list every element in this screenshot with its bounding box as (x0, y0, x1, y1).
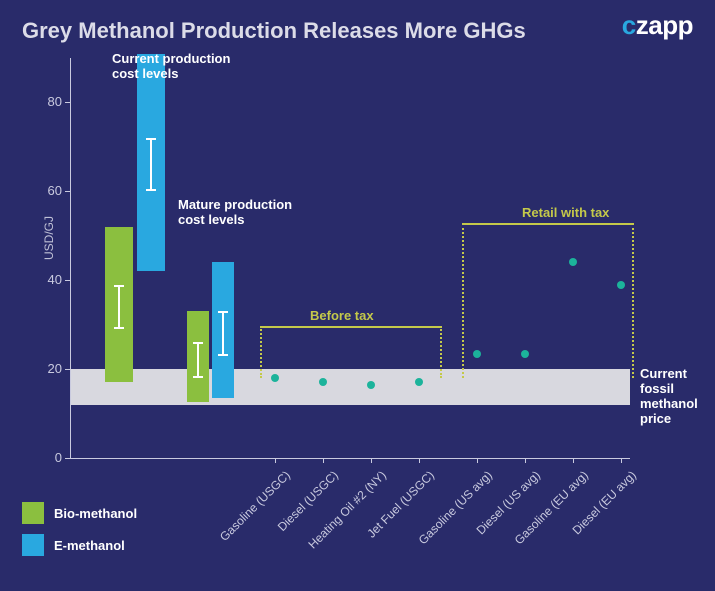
x-tick-mark (621, 458, 622, 463)
bracket-label: Retail with tax (522, 205, 609, 220)
x-axis-line (70, 458, 630, 459)
legend-label-bio: Bio-methanol (54, 506, 137, 521)
eth-errorbar (222, 311, 224, 355)
y-tick-mark (65, 102, 70, 103)
fossil-price-band (71, 369, 630, 405)
y-tick: 20 (32, 361, 62, 376)
y-tick-mark (65, 369, 70, 370)
logo-prefix: c (622, 10, 636, 40)
data-point (521, 350, 529, 358)
x-tick-mark (477, 458, 478, 463)
x-tick-label: Diesel (US avg) (442, 468, 542, 568)
data-point (569, 258, 577, 266)
x-tick-label: Jet Fuel (USGC) (336, 468, 436, 568)
legend-swatch-bio (22, 502, 44, 524)
data-point (617, 281, 625, 289)
legend-item-eth: E-methanol (22, 534, 137, 556)
x-tick-mark (419, 458, 420, 463)
x-tick-label: Gasoline (EU avg) (490, 468, 590, 568)
legend-item-bio: Bio-methanol (22, 502, 137, 524)
chart-title: Grey Methanol Production Releases More G… (22, 18, 526, 44)
legend-swatch-eth (22, 534, 44, 556)
x-tick-label: Gasoline (USGC) (192, 468, 292, 568)
y-tick: 60 (32, 183, 62, 198)
y-tick-mark (65, 191, 70, 192)
chart-container: Grey Methanol Production Releases More G… (0, 0, 715, 591)
y-axis-label: USD/GJ (42, 216, 56, 260)
y-tick-mark (65, 458, 70, 459)
x-tick-mark (323, 458, 324, 463)
legend-label-eth: E-methanol (54, 538, 125, 553)
x-tick-mark (275, 458, 276, 463)
y-tick-mark (65, 280, 70, 281)
bio-errorbar (197, 342, 199, 378)
bracket-label: Before tax (310, 308, 374, 323)
x-tick-label: Heating Oil #2 (NY) (288, 468, 388, 568)
y-tick: 0 (32, 450, 62, 465)
bar-group-annotation: Mature productioncost levels (178, 198, 292, 228)
x-tick-label: Diesel (EU avg) (538, 468, 638, 568)
legend: Bio-methanol E-methanol (22, 502, 137, 566)
data-point (473, 350, 481, 358)
x-tick-label: Diesel (USGC) (240, 468, 340, 568)
bio-errorbar (118, 285, 120, 329)
logo-suffix: zapp (636, 10, 693, 40)
fossil-band-label: Current fossilmethanol price (640, 367, 698, 427)
y-tick: 80 (32, 94, 62, 109)
bar-group-annotation: Current productioncost levels (112, 52, 230, 82)
data-point (367, 381, 375, 389)
data-point (271, 374, 279, 382)
plot-area: 020406080Current fossilmethanol priceCur… (70, 58, 630, 478)
x-tick-mark (525, 458, 526, 463)
x-tick-label: Gasoline (US avg) (394, 468, 494, 568)
y-tick: 40 (32, 272, 62, 287)
x-tick-mark (371, 458, 372, 463)
eth-errorbar (150, 138, 152, 191)
brand-logo: czapp (622, 10, 693, 41)
x-tick-mark (573, 458, 574, 463)
